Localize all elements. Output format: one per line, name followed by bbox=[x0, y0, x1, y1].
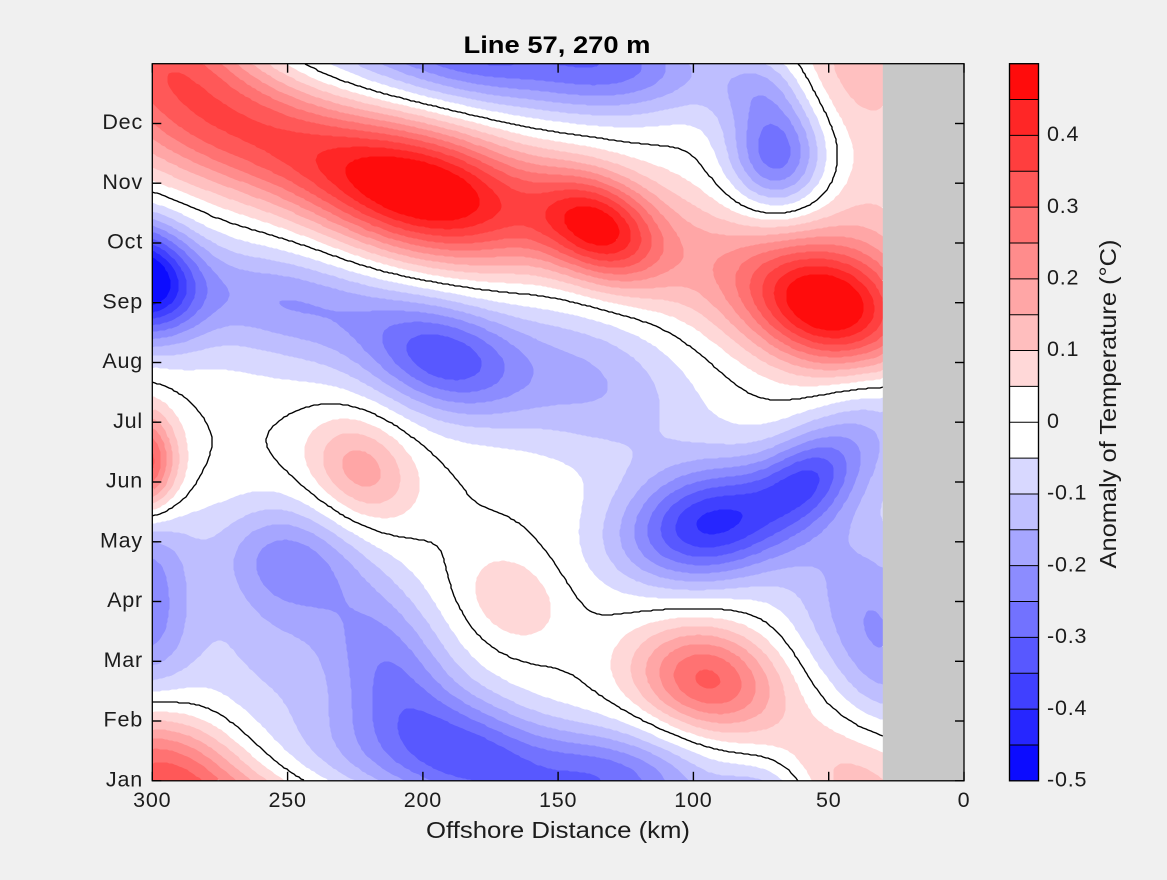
svg-text:250: 250 bbox=[268, 788, 306, 812]
svg-text:Nov: Nov bbox=[102, 170, 143, 194]
svg-text:-0.5: -0.5 bbox=[1047, 767, 1087, 791]
svg-text:Mar: Mar bbox=[104, 648, 143, 672]
svg-text:0.2: 0.2 bbox=[1047, 265, 1079, 289]
svg-text:Apr: Apr bbox=[107, 588, 143, 612]
svg-text:-0.4: -0.4 bbox=[1047, 696, 1087, 720]
svg-text:0.4: 0.4 bbox=[1047, 122, 1079, 146]
svg-text:0.1: 0.1 bbox=[1047, 337, 1079, 361]
svg-text:0: 0 bbox=[958, 788, 971, 812]
svg-text:Dec: Dec bbox=[102, 110, 143, 134]
svg-text:Offshore Distance (km): Offshore Distance (km) bbox=[426, 817, 690, 843]
svg-text:Aug: Aug bbox=[102, 349, 143, 373]
svg-text:-0.2: -0.2 bbox=[1047, 552, 1087, 576]
svg-text:Jun: Jun bbox=[106, 469, 143, 493]
svg-text:Feb: Feb bbox=[104, 708, 143, 732]
svg-text:50: 50 bbox=[816, 788, 842, 812]
svg-text:Oct: Oct bbox=[107, 230, 143, 254]
svg-text:Jan: Jan bbox=[106, 767, 143, 791]
svg-text:Jul: Jul bbox=[113, 409, 143, 433]
svg-text:200: 200 bbox=[404, 788, 442, 812]
svg-text:May: May bbox=[100, 528, 143, 552]
svg-text:-0.1: -0.1 bbox=[1047, 481, 1087, 505]
svg-text:Anomaly of Temperature (°C): Anomaly of Temperature (°C) bbox=[1095, 240, 1121, 569]
svg-text:300: 300 bbox=[133, 788, 171, 812]
svg-text:0: 0 bbox=[1047, 409, 1060, 433]
svg-text:Sep: Sep bbox=[102, 289, 143, 313]
svg-text:0.3: 0.3 bbox=[1047, 194, 1079, 218]
svg-text:100: 100 bbox=[674, 788, 712, 812]
svg-text:-0.3: -0.3 bbox=[1047, 624, 1087, 648]
svg-text:Line 57, 270 m: Line 57, 270 m bbox=[464, 32, 651, 59]
svg-text:150: 150 bbox=[539, 788, 577, 812]
